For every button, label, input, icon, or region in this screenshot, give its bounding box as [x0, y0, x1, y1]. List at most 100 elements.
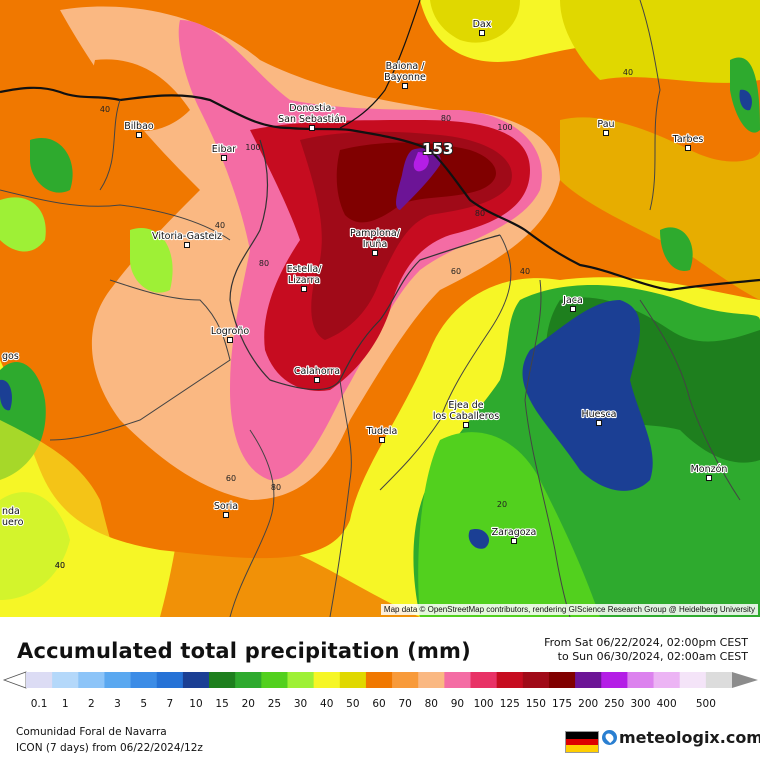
city-marker [221, 155, 227, 161]
city-label: Dax [473, 19, 492, 30]
city-tarbes: Tarbes [671, 133, 705, 151]
city-label: Iruña [363, 239, 388, 250]
city-marker [603, 130, 609, 136]
legend-swatch [313, 672, 341, 688]
legend-swatch [548, 672, 576, 688]
city-calahorra: Calahorra [293, 365, 341, 383]
city-label: Ejea de [448, 400, 483, 411]
legend-swatch [392, 672, 419, 688]
time-period: From Sat 06/22/2024, 02:00pm CEST to Sun… [544, 636, 748, 664]
legend-max-arrow [732, 672, 758, 688]
legend-swatch [705, 672, 733, 688]
legend-tick-label: 5 [140, 698, 147, 710]
legend-tick-label: 175 [552, 698, 572, 710]
legend-swatch [496, 672, 524, 688]
contour-label: 80 [441, 114, 451, 123]
legend-tick-label: 30 [294, 698, 307, 710]
legend-swatch [679, 672, 707, 688]
contour-label: 40 [215, 221, 225, 230]
city-bilbao: Bilbao [123, 120, 155, 138]
city-gos: gos [1, 350, 20, 363]
contour-label: 40 [623, 68, 633, 77]
city-marker [570, 306, 576, 312]
city-marker [685, 145, 691, 151]
city-label: Huesca [581, 409, 616, 420]
city-marker [309, 125, 315, 131]
contour-label: 80 [259, 259, 269, 268]
legend-tick-label: 10 [189, 698, 202, 710]
contour-label: 20 [497, 500, 507, 509]
city-vitoria-gasteiz: Vitoria-Gasteiz [151, 230, 223, 248]
legend-tick-label: 60 [372, 698, 385, 710]
city-monz-n: Monzón [689, 463, 729, 481]
city-label: Zaragoza [492, 527, 537, 538]
city-eibar: Eibar [211, 143, 237, 161]
map-canvas: Dax Baiona /Bayonne Donostia-San Sebastián… [0, 0, 760, 617]
legend-tick-label: 70 [398, 698, 411, 710]
legend-swatch [627, 672, 655, 688]
legend-swatch [78, 672, 105, 688]
model-run: ICON (7 days) from 06/22/2024/12z [16, 742, 203, 754]
city-pamplona-iru-a: Pamplona/Iruña [349, 227, 402, 256]
legend-tick-label: 1 [62, 698, 69, 710]
contour-label: 40 [100, 105, 110, 114]
city-label: Lizarra [288, 275, 320, 286]
legend-tick-label: 400 [657, 698, 677, 710]
contour-label: 100 [245, 143, 260, 152]
legend-tick-label: 150 [526, 698, 546, 710]
city-logro-o: Logroño [210, 325, 250, 343]
contour-label: 40 [55, 561, 65, 570]
legend-swatch [182, 672, 210, 688]
period-from: From Sat 06/22/2024, 02:00pm CEST [544, 636, 748, 649]
brand-logo[interactable]: meteologix.com [602, 728, 760, 747]
city-label: San Sebastián [278, 114, 346, 125]
city-label: Pamplona/ [350, 228, 401, 239]
city-label: Vitoria-Gasteiz [152, 231, 222, 242]
legend-swatch [235, 672, 262, 688]
contour-label: 40 [520, 267, 530, 276]
legend-swatch [418, 672, 445, 688]
legend-tick-label: 3 [114, 698, 121, 710]
period-to: to Sun 06/30/2024, 02:00am CEST [557, 650, 748, 663]
legend-swatch [287, 672, 315, 688]
germany-flag-icon [565, 731, 599, 753]
city-marker [706, 475, 712, 481]
city-label: Monzón [691, 464, 728, 475]
legend-tick-label: 20 [242, 698, 255, 710]
city-jaca: Jaca [561, 294, 584, 312]
legend-tick-label: 2 [88, 698, 95, 710]
city-pau: Pau [596, 118, 616, 136]
legend-tick-label: 50 [346, 698, 359, 710]
legend-swatch [444, 672, 472, 688]
map-attribution[interactable]: Map data © OpenStreetMap contributors, r… [380, 604, 758, 615]
meteologix-logo-icon [602, 730, 617, 745]
legend-swatch [26, 672, 53, 688]
contour-label: 80 [271, 483, 281, 492]
legend-swatch [522, 672, 550, 688]
city-label: Tarbes [672, 134, 704, 145]
city-marker [227, 337, 233, 343]
city-label: Soria [214, 501, 238, 512]
legend-swatch [470, 672, 498, 688]
city-label: Calahorra [294, 366, 340, 377]
city-marker [596, 420, 602, 426]
city-label: Tudela [366, 426, 398, 437]
legend-tick-label: 15 [215, 698, 228, 710]
city-soria: Soria [213, 500, 239, 518]
city-marker [463, 422, 469, 428]
contour-label: 100 [497, 123, 512, 132]
city-huesca: Huesca [580, 408, 618, 426]
city-estella-lizarra: Estella/Lizarra [285, 263, 323, 292]
legend-tick-label: 100 [474, 698, 494, 710]
legend-tick-label: 90 [451, 698, 464, 710]
precipitation-map[interactable]: Dax Baiona / Bayonne Donostia- San Sebastián… [0, 0, 760, 617]
legend-tick-label: 500 [696, 698, 716, 710]
city-label: Bayonne [384, 72, 426, 83]
city-label: nda [2, 506, 20, 517]
legend-swatch [365, 672, 393, 688]
city-label: uero [2, 517, 24, 528]
legend-swatch [261, 672, 288, 688]
city-donostia-san-sebasti-n: Donostia-San Sebastián [277, 102, 347, 131]
legend-tick-label: 300 [630, 698, 650, 710]
